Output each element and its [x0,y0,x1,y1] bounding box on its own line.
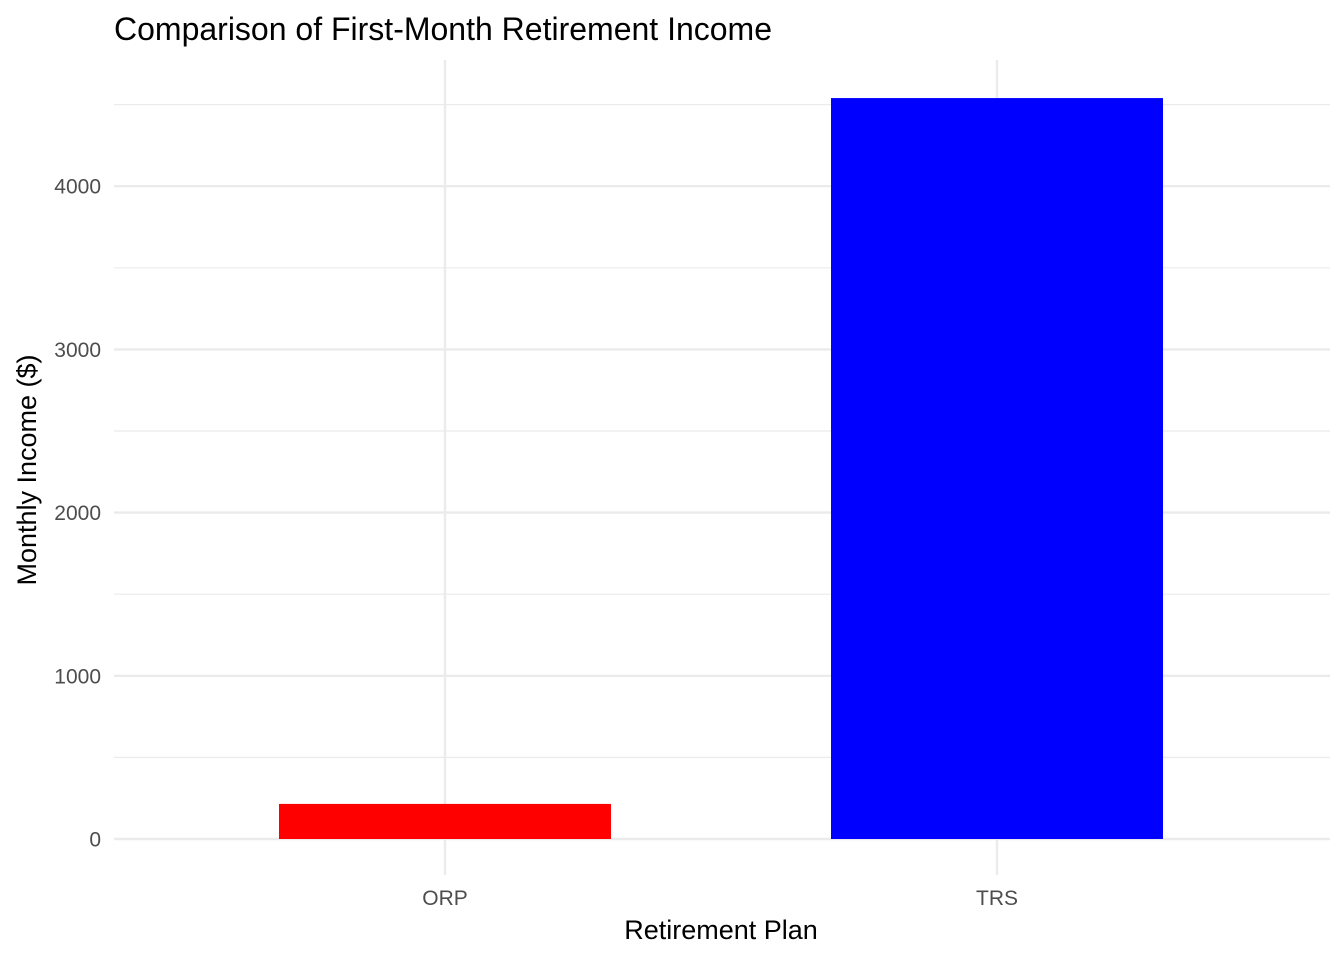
bar-trs [831,98,1163,839]
x-axis-title: Retirement Plan [624,915,818,945]
x-tick-label: TRS [976,887,1018,910]
y-axis-title: Monthly Income ($) [12,354,42,585]
y-tick-label: 3000 [54,339,101,362]
y-tick-label: 0 [89,829,101,852]
y-tick-label: 2000 [54,502,101,525]
y-tick-label: 4000 [54,176,101,199]
y-tick-label: 1000 [54,665,101,688]
x-tick-label: ORP [422,887,468,910]
bar-orp [279,803,611,839]
tick-labels: 0 1000 2000 3000 4000 ORP TRS [54,176,1018,910]
bars [279,98,1163,839]
chart-title: Comparison of First-Month Retirement Inc… [114,11,772,47]
